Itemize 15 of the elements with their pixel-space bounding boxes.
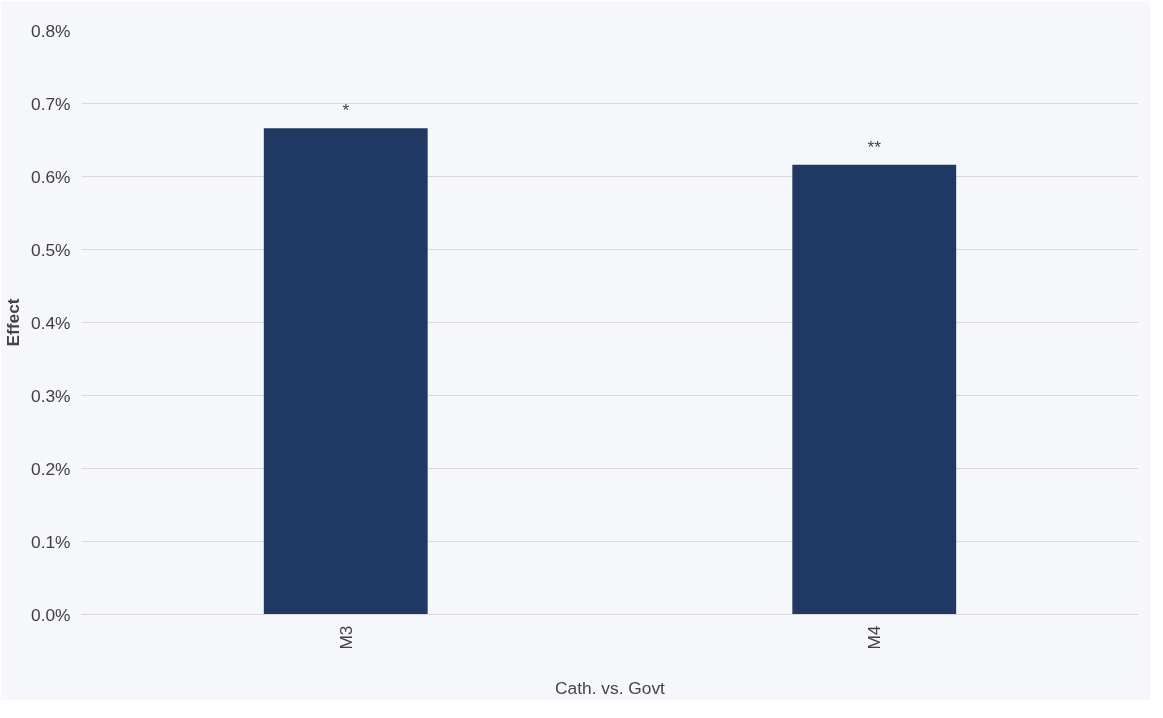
y-tick-label: 0.3% (31, 385, 71, 406)
y-tick-label: 0.0% (31, 604, 71, 625)
y-tick-label: 0.2% (31, 458, 71, 479)
x-tick-label: M4 (864, 625, 885, 650)
annotation: * (342, 100, 350, 121)
y-axis-title: Effect (3, 298, 23, 347)
y-tick-label: 0.6% (31, 166, 71, 187)
y-tick-label: 0.7% (31, 93, 71, 114)
y-tick-label: 0.5% (31, 239, 71, 260)
y-tick-label: 0.4% (31, 312, 71, 333)
x-axis-title: Cath. vs. Govt (555, 677, 666, 698)
y-tick-label: 0.8% (31, 20, 71, 41)
x-tick-label: M3 (335, 625, 356, 650)
y-tick-label: 0.1% (31, 531, 71, 552)
annotation: ** (867, 136, 882, 157)
